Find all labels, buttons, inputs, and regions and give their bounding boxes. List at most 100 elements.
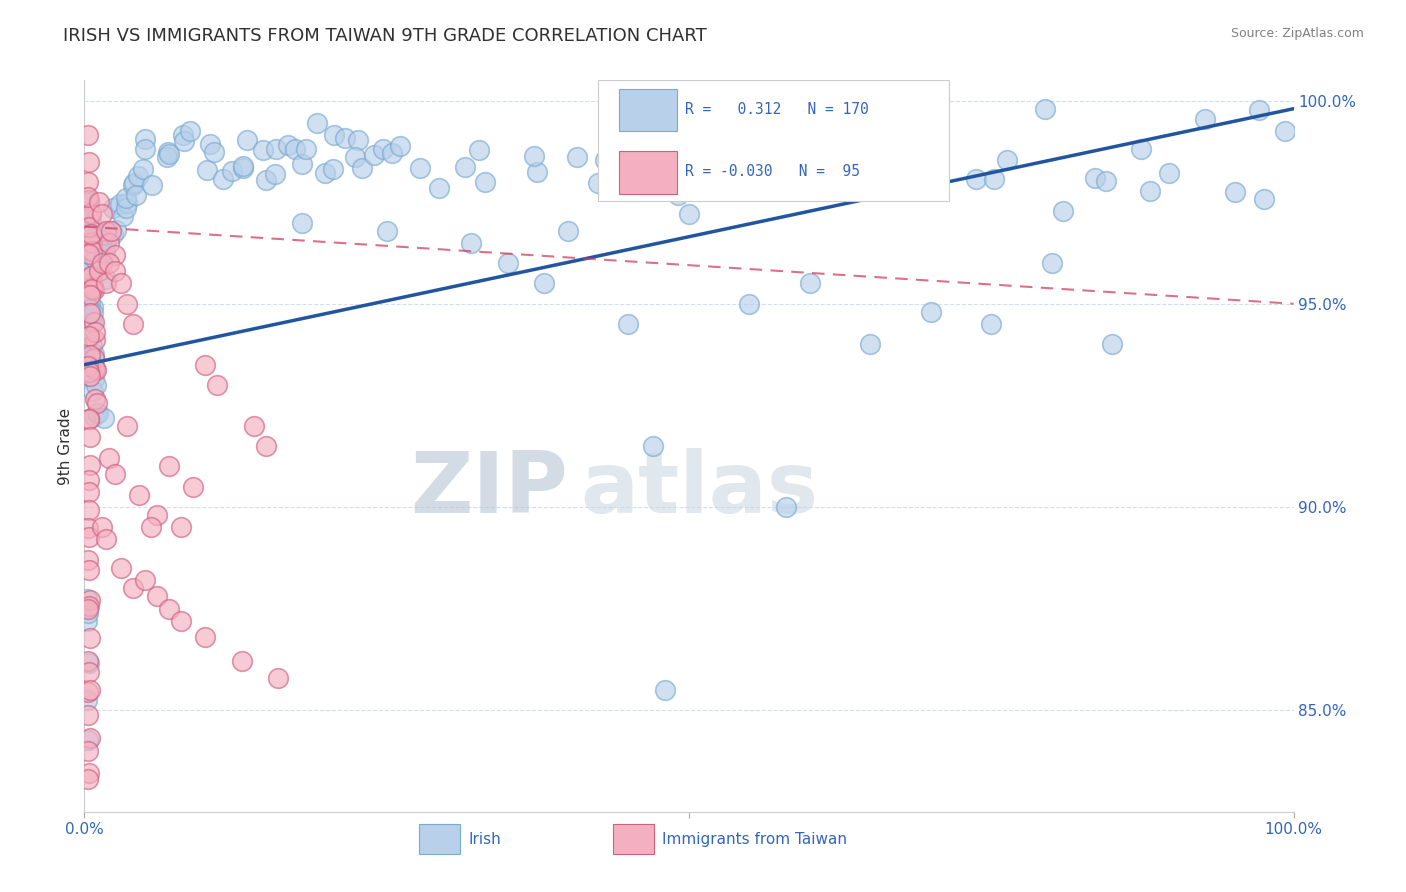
Point	[83, 361, 105, 376]
Point	[87, 195, 110, 210]
Point	[181, 480, 204, 494]
Point	[1249, 103, 1271, 117]
Point	[139, 520, 162, 534]
Point	[77, 484, 100, 499]
Point	[254, 172, 277, 186]
Point	[965, 172, 987, 186]
Point	[1139, 184, 1161, 198]
Point	[132, 161, 155, 176]
Point	[94, 533, 117, 547]
Point	[82, 279, 104, 293]
Point	[322, 162, 344, 177]
Point	[232, 161, 254, 176]
Point	[84, 377, 107, 392]
Point	[194, 358, 217, 372]
Point	[586, 176, 609, 190]
Point	[94, 224, 117, 238]
Point	[231, 654, 253, 668]
Point	[83, 283, 105, 297]
Point	[381, 146, 404, 161]
Y-axis label: 9th Grade: 9th Grade	[58, 408, 73, 484]
Point	[77, 685, 100, 699]
Point	[1052, 203, 1074, 218]
Point	[77, 412, 100, 426]
Point	[654, 682, 676, 697]
Point	[84, 363, 107, 377]
Point	[80, 282, 103, 296]
Text: ZIP: ZIP	[411, 449, 568, 532]
Point	[77, 261, 100, 276]
Point	[347, 133, 370, 147]
Point	[83, 347, 105, 361]
Point	[115, 201, 138, 215]
Point	[76, 227, 98, 242]
Point	[115, 297, 138, 311]
Point	[79, 458, 101, 473]
Point	[157, 459, 180, 474]
Point	[87, 264, 110, 278]
Point	[97, 235, 120, 250]
Point	[93, 411, 115, 425]
Point	[83, 351, 105, 365]
Point	[707, 142, 730, 156]
Point	[77, 744, 100, 758]
Point	[146, 590, 169, 604]
Point	[79, 731, 101, 745]
Point	[80, 338, 103, 352]
Point	[291, 215, 314, 229]
Point	[91, 207, 114, 221]
Text: R =   0.312   N = 170: R = 0.312 N = 170	[685, 102, 869, 117]
Point	[86, 406, 108, 420]
Point	[1095, 174, 1118, 188]
Point	[101, 227, 124, 241]
Point	[322, 128, 344, 142]
Point	[134, 142, 156, 156]
Point	[868, 137, 890, 152]
Point	[115, 196, 138, 211]
Point	[101, 201, 124, 215]
Point	[841, 166, 863, 180]
Point	[314, 166, 336, 180]
Point	[156, 150, 179, 164]
Point	[83, 315, 105, 329]
Point	[94, 272, 117, 286]
Point	[77, 175, 100, 189]
Point	[212, 171, 235, 186]
Point	[77, 359, 100, 373]
Point	[76, 732, 98, 747]
Point	[1101, 337, 1123, 351]
Point	[77, 601, 100, 615]
Point	[775, 500, 797, 514]
Point	[79, 592, 101, 607]
Point	[995, 153, 1018, 168]
Point	[97, 451, 120, 466]
Point	[77, 665, 100, 679]
FancyBboxPatch shape	[419, 824, 460, 855]
Point	[77, 553, 100, 567]
Point	[110, 561, 132, 575]
Text: atlas: atlas	[581, 449, 818, 532]
Point	[77, 656, 100, 670]
Point	[641, 439, 664, 453]
Point	[1040, 256, 1063, 270]
Point	[94, 234, 117, 248]
Point	[291, 157, 314, 171]
Point	[77, 247, 100, 261]
Point	[567, 150, 589, 164]
Point	[91, 246, 114, 260]
Point	[83, 352, 105, 367]
Point	[80, 235, 103, 250]
Point	[77, 502, 100, 516]
Point	[121, 317, 143, 331]
Point	[1035, 103, 1057, 117]
Point	[803, 162, 825, 177]
Point	[344, 150, 367, 164]
Point	[77, 772, 100, 787]
Point	[194, 630, 217, 644]
Point	[267, 671, 290, 685]
Point	[77, 766, 100, 780]
Point	[523, 149, 546, 163]
Point	[77, 194, 100, 209]
Point	[77, 708, 100, 723]
FancyBboxPatch shape	[619, 152, 676, 194]
